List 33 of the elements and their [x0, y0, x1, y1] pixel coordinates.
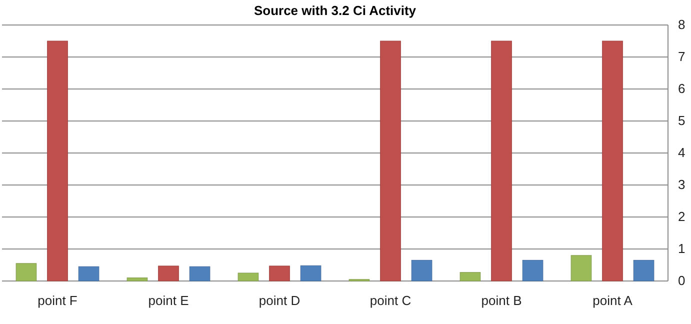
bar — [570, 255, 592, 282]
x-tick-label: point E — [148, 293, 190, 308]
bar — [522, 260, 544, 282]
x-tick-label: point A — [592, 293, 633, 308]
y-tick-label: 8 — [678, 17, 686, 32]
bar — [47, 40, 68, 282]
bar — [269, 266, 290, 282]
bar — [189, 266, 210, 282]
bar — [491, 40, 512, 282]
bar — [300, 265, 322, 282]
y-tick-label: 0 — [678, 273, 686, 288]
bar — [380, 40, 401, 282]
y-tick-label: 6 — [678, 81, 686, 96]
x-tick-label: point C — [370, 293, 412, 308]
x-tick-label: point F — [38, 293, 78, 308]
bar — [238, 272, 259, 282]
y-tick-label: 7 — [678, 49, 686, 64]
bar — [633, 260, 654, 282]
y-tick-label: 1 — [678, 241, 686, 256]
bar — [16, 263, 37, 282]
bar — [158, 266, 179, 282]
bar — [126, 278, 148, 282]
x-tick-label: point D — [258, 293, 300, 308]
chart-title: Source with 3.2 Ci Activity — [254, 3, 417, 18]
bar — [460, 272, 481, 282]
y-tick-label: 4 — [678, 145, 686, 160]
y-tick-label: 5 — [678, 113, 686, 128]
y-tick-label: 3 — [678, 177, 686, 192]
x-tick-label: point B — [481, 293, 522, 308]
bar — [411, 260, 432, 282]
bar — [78, 266, 100, 282]
bar — [602, 40, 623, 282]
y-tick-label: 2 — [678, 209, 686, 224]
